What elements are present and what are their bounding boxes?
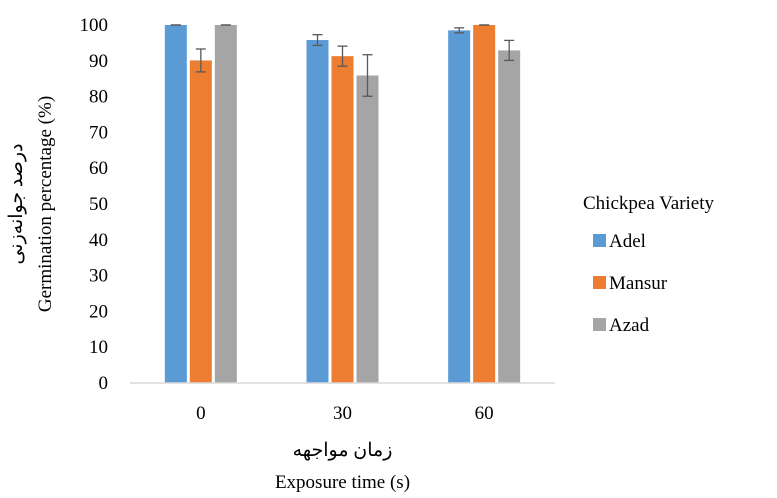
error-bar (337, 45, 348, 67)
legend-label-mansur: Mansur (609, 273, 668, 294)
bar-adel (164, 25, 187, 383)
y-tick-label: 60 (89, 158, 108, 179)
x-axis-title-persian: زمان مواجهه (293, 440, 393, 461)
y-tick-label: 90 (89, 51, 108, 72)
bar-azad (498, 50, 521, 383)
legend-label-adel: Adel (609, 231, 646, 252)
y-tick-label: 50 (89, 194, 108, 215)
error-bar (195, 48, 206, 73)
legend: Chickpea Variety Adel Mansur Azad (583, 193, 715, 336)
bar-azad (356, 75, 379, 383)
legend-swatch-mansur (593, 276, 606, 289)
y-tick-label: 0 (99, 373, 109, 394)
error-bar (504, 39, 515, 62)
error-bar (362, 54, 373, 97)
legend-swatch-adel (593, 234, 606, 247)
bar-mansur (331, 56, 354, 384)
y-axis-ticks: 0 10 20 30 40 50 60 70 80 90 100 (80, 15, 109, 394)
bar-mansur (473, 25, 496, 383)
bar-adel (448, 30, 471, 384)
y-axis-title-english: Germination percentage (%) (35, 96, 56, 312)
x-axis-ticks: 0 30 60 (196, 403, 494, 424)
error-bar (312, 34, 323, 47)
bar-mansur (189, 60, 212, 383)
bar-adel (306, 40, 329, 383)
y-tick-label: 40 (89, 230, 108, 251)
error-bar (454, 27, 465, 34)
legend-title: Chickpea Variety (583, 193, 715, 214)
error-bars-layer (170, 24, 515, 97)
x-tick-label: 30 (333, 403, 352, 424)
bar-azad (214, 25, 237, 383)
x-tick-label: 0 (196, 403, 206, 424)
y-tick-label: 20 (89, 301, 108, 322)
x-axis-title-english: Exposure time (s) (275, 472, 410, 493)
legend-label-azad: Azad (609, 315, 650, 336)
y-tick-label: 100 (80, 15, 109, 36)
x-tick-label: 60 (475, 403, 494, 424)
y-tick-label: 80 (89, 87, 108, 108)
y-axis-title-persian: درصد جوانه‌زنی (6, 143, 27, 264)
legend-swatch-azad (593, 318, 606, 331)
y-tick-label: 70 (89, 122, 108, 143)
y-tick-label: 10 (89, 337, 108, 358)
y-tick-label: 30 (89, 266, 108, 287)
bars-layer (164, 25, 521, 384)
